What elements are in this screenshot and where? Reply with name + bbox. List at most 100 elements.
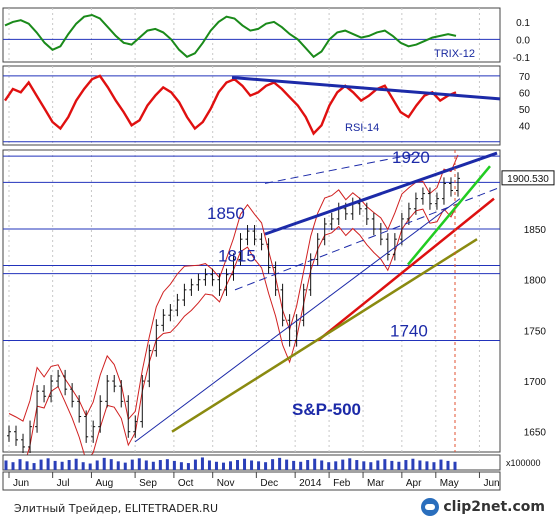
volume-bar bbox=[229, 461, 232, 470]
red-support-trendline bbox=[317, 197, 495, 342]
volume-bar bbox=[453, 461, 457, 470]
volume-bar bbox=[200, 457, 204, 470]
volume-bar bbox=[109, 459, 113, 470]
price-tick-label: 1850 bbox=[524, 225, 547, 236]
volume-bar bbox=[236, 460, 240, 470]
volume-bar bbox=[74, 458, 78, 470]
volume-bar bbox=[271, 459, 275, 470]
volume-bar bbox=[257, 461, 261, 470]
trix-tick-label: 0.0 bbox=[516, 35, 530, 46]
volume-bar bbox=[60, 461, 64, 470]
volume-bar bbox=[221, 462, 225, 470]
clip2net-logo[interactable]: clip2net.com bbox=[421, 498, 545, 516]
volume-bar bbox=[172, 460, 176, 470]
volume-bar bbox=[95, 460, 99, 470]
level-annotation-1815: 1815 bbox=[218, 247, 256, 266]
bollinger-upper bbox=[8, 154, 459, 422]
rsi-series-label: RSI-14 bbox=[345, 122, 379, 134]
trix-series-label: TRIX-12 bbox=[434, 48, 475, 60]
middle-dashed-trendline bbox=[234, 188, 498, 291]
volume-bar bbox=[158, 460, 162, 470]
volume-bar bbox=[264, 462, 268, 470]
volume-bar bbox=[425, 461, 429, 470]
volume-bar bbox=[88, 463, 92, 470]
price-tick-label: 1750 bbox=[524, 326, 547, 337]
volume-bar bbox=[102, 457, 106, 470]
trix-tick-label: -0.1 bbox=[513, 53, 531, 64]
olive-support-trendline bbox=[171, 238, 478, 433]
rsi-line bbox=[4, 74, 457, 136]
volume-bar bbox=[53, 460, 57, 470]
volume-bar bbox=[411, 458, 415, 470]
volume-bar bbox=[320, 460, 324, 470]
volume-unit-label: x100000 bbox=[506, 458, 541, 468]
volume-bar bbox=[25, 461, 29, 470]
volume-bar bbox=[4, 460, 8, 470]
trix-frame bbox=[2, 7, 501, 63]
x-axis-label: Sep bbox=[139, 478, 157, 489]
volume-bar bbox=[292, 460, 296, 470]
upper-channel-trendline bbox=[264, 151, 498, 236]
volume-bar bbox=[165, 459, 169, 470]
volume-bar bbox=[18, 459, 22, 470]
volume-bar bbox=[397, 461, 401, 470]
price-tick-label: 1700 bbox=[524, 377, 547, 388]
trix-tick-label: 0.1 bbox=[516, 18, 530, 29]
volume-bar bbox=[250, 460, 254, 470]
volume-bar bbox=[144, 460, 148, 470]
x-axis-label: Jun bbox=[13, 478, 29, 489]
volume-bar bbox=[179, 462, 183, 470]
last-price-label: 1900.530 bbox=[507, 174, 549, 185]
footer: Элитный Трейдер, ELITETRADER.RU clip2net… bbox=[0, 494, 557, 524]
price-panel: 1920 1850 1815 1740 S&P-500 1850 1800 1750 1700 1… bbox=[2, 148, 555, 471]
x-axis-label: Jul bbox=[57, 478, 70, 489]
volume-bar bbox=[404, 460, 408, 470]
volume-bar bbox=[67, 460, 71, 470]
volume-bar bbox=[376, 460, 380, 470]
x-axis-frame bbox=[2, 471, 501, 491]
volume-bar bbox=[306, 460, 310, 470]
last-price-box bbox=[501, 170, 555, 186]
rsi-tick-label: 60 bbox=[519, 88, 531, 99]
x-axis-label: May bbox=[440, 478, 459, 489]
volume-bar bbox=[214, 461, 218, 470]
price-tick-label: 1800 bbox=[524, 276, 547, 287]
rsi-tick-label: 50 bbox=[519, 105, 531, 116]
volume-bar bbox=[439, 459, 443, 470]
volume-bar bbox=[446, 460, 450, 470]
volume-bar bbox=[137, 458, 141, 470]
volume-bar bbox=[432, 462, 436, 470]
clip2net-logo-text: clip2net.com bbox=[443, 499, 545, 515]
volume-bar bbox=[278, 457, 282, 470]
volume-bar bbox=[130, 459, 134, 470]
x-axis-label: Apr bbox=[406, 478, 422, 489]
upper-dashed-trendline bbox=[264, 152, 421, 184]
trix-panel: 0.1 0.0 -0.1 TRIX-12 bbox=[2, 7, 531, 64]
volume-bar bbox=[383, 459, 387, 470]
volume-bar bbox=[193, 459, 197, 470]
volume-bar bbox=[299, 461, 303, 470]
volume-bar bbox=[46, 458, 50, 470]
rsi-trendline bbox=[231, 76, 501, 101]
volume-bar bbox=[186, 463, 190, 470]
long-thin-trendline bbox=[134, 198, 461, 443]
trix-line bbox=[4, 13, 457, 59]
volume-bar bbox=[243, 458, 247, 470]
volume-bar bbox=[313, 458, 317, 470]
volume-bar bbox=[11, 462, 15, 470]
clip2net-logo-icon bbox=[421, 498, 440, 516]
rsi-tick-label: 70 bbox=[519, 72, 531, 83]
rsi-panel: 70 60 50 40 RSI-14 bbox=[2, 65, 531, 146]
volume-bar bbox=[341, 459, 345, 470]
level-annotation-1850: 1850 bbox=[207, 204, 245, 223]
x-axis-label: Feb bbox=[333, 478, 351, 489]
volume-bar bbox=[39, 459, 43, 470]
volume-bar bbox=[334, 461, 338, 470]
x-axis-label: Nov bbox=[217, 478, 235, 489]
volume-bar bbox=[369, 462, 373, 470]
green-support-trendline bbox=[407, 165, 491, 266]
volume-bar bbox=[123, 462, 127, 470]
chart-title: S&P-500 bbox=[292, 400, 361, 419]
volume-bar bbox=[355, 460, 359, 470]
